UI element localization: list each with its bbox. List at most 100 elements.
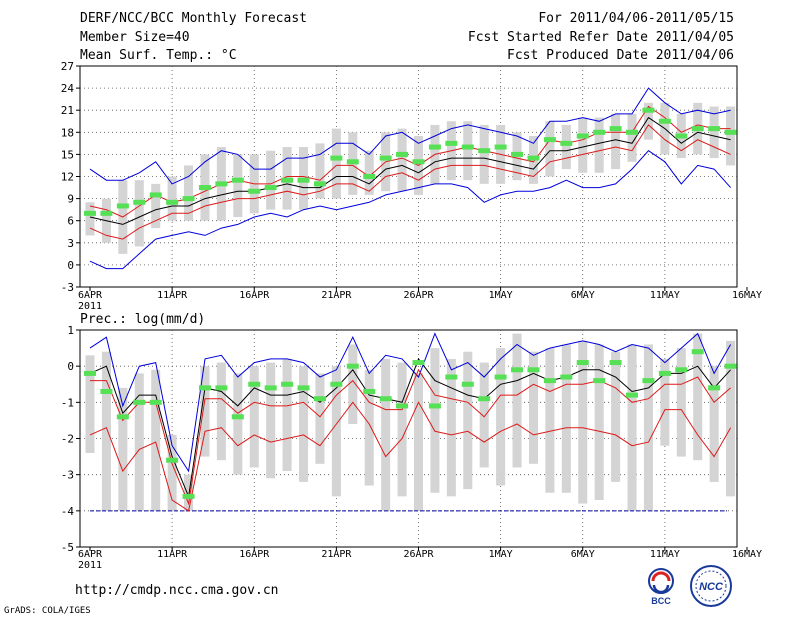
- prec-y-tick-label: -2: [61, 433, 74, 446]
- prec-median-marker: [100, 388, 113, 394]
- temp-median-marker: [281, 177, 294, 183]
- prec-spread-bar: [430, 348, 440, 493]
- prec-spread-bar: [611, 351, 621, 482]
- source-url[interactable]: http://cmdp.ncc.cma.gov.cn: [75, 583, 279, 598]
- prec-x-tick-label: 11MAY: [650, 549, 680, 560]
- temp-series-max: [89, 87, 731, 185]
- temp-median-marker: [297, 177, 310, 183]
- prec-median-marker: [166, 457, 179, 463]
- prec-spread-bar: [627, 344, 637, 511]
- prec-median-marker: [330, 381, 343, 387]
- prec-spread-bar: [660, 358, 670, 446]
- prec-median-marker: [281, 381, 294, 387]
- temp-median-marker: [116, 203, 129, 209]
- prec-spread-bar: [643, 344, 653, 511]
- prec-y-tick-label: -3: [61, 469, 74, 482]
- prec-spread-bar: [233, 373, 243, 475]
- temp-y-tick-label: 0: [67, 259, 74, 272]
- prec-y-tick-label: -5: [61, 541, 74, 554]
- member-size-label: Member Size=40: [80, 30, 190, 45]
- prec-x-tick-label: 26APR: [403, 549, 434, 560]
- prec-median-marker: [198, 385, 211, 391]
- temp-median-marker: [166, 199, 179, 205]
- prec-x-tick-label: 21APR: [321, 549, 352, 560]
- temp-median-marker: [494, 144, 507, 150]
- prec-spread-bar: [200, 366, 210, 457]
- temp-spread-bar: [578, 117, 588, 173]
- prec-x-tick-label: 16MAY: [732, 549, 762, 560]
- temp-median-marker: [708, 126, 721, 132]
- temp-spread-bar: [233, 154, 243, 218]
- temp-y-tick-label: 24: [61, 82, 75, 95]
- temp-spread-bar: [594, 117, 604, 173]
- temp-median-marker: [149, 192, 162, 198]
- prec-spread-bar: [676, 348, 686, 457]
- variable-label: Mean Surf. Temp.: °C: [80, 48, 237, 63]
- prec-spread-bar: [249, 366, 259, 468]
- temp-spread-bar: [643, 102, 653, 140]
- prec-x-tick-label: 16APR: [239, 549, 270, 560]
- prec-spread-bar: [545, 348, 555, 493]
- bcc-logo: BCC: [648, 568, 674, 606]
- temp-median-marker: [182, 196, 195, 202]
- prec-spread-bar: [561, 344, 571, 493]
- prec-median-marker: [396, 403, 409, 409]
- prec-x-year-label: 2011: [78, 560, 102, 571]
- temp-median-marker: [248, 188, 261, 194]
- temp-median-marker: [428, 144, 441, 150]
- prec-median-marker: [691, 349, 704, 355]
- temp-median-marker: [379, 155, 392, 161]
- prec-median-marker: [133, 399, 146, 405]
- temp-median-marker: [363, 174, 376, 179]
- prec-y-tick-label: -1: [61, 396, 74, 409]
- prec-spread-bar: [413, 373, 424, 511]
- temp-spread-bar: [151, 183, 161, 229]
- temp-spread-bar: [627, 113, 637, 162]
- temp-series-p25: [89, 124, 731, 240]
- prec-median-marker: [543, 378, 556, 384]
- forecast-period: For 2011/04/06-2011/05/15: [538, 11, 734, 26]
- temp-y-tick-label: 21: [61, 104, 74, 117]
- prec-median-marker: [609, 360, 622, 366]
- prec-median-marker: [363, 388, 376, 394]
- prec-spread-bar: [479, 362, 489, 468]
- temp-spread-bar: [315, 143, 325, 199]
- prec-x-tick-label: 1MAY: [489, 549, 513, 560]
- temp-x-tick-label: 11APR: [157, 290, 188, 301]
- prec-spread-bar: [496, 348, 506, 486]
- prec-median-marker: [593, 378, 606, 384]
- prec-spread-bar: [693, 333, 703, 461]
- prec-spread-bar: [578, 340, 588, 504]
- prec-spread-bar: [528, 351, 538, 464]
- temp-median-marker: [412, 159, 425, 165]
- temp-x-tick-label: 26APR: [403, 290, 434, 301]
- ncc-logo-text: NCC: [699, 581, 724, 593]
- prec-median-marker: [182, 493, 195, 499]
- prec-median-marker: [231, 414, 244, 420]
- prec-spread-bar: [134, 373, 144, 511]
- temp-spread-bar: [364, 150, 374, 195]
- temp-median-marker: [346, 159, 359, 165]
- temp-y-tick-label: 3: [67, 237, 74, 250]
- temp-median-marker: [396, 151, 409, 157]
- temp-median-marker: [626, 129, 639, 135]
- prec-spread-bar: [594, 344, 604, 500]
- prec-median-marker: [149, 399, 162, 405]
- temp-x-tick-label: 1MAY: [489, 290, 513, 301]
- temp-median-marker: [231, 177, 244, 183]
- temp-median-marker: [724, 129, 737, 135]
- prec-median-marker: [626, 392, 639, 398]
- prec-spread-bar: [184, 474, 194, 511]
- prec-spread-bar: [118, 387, 128, 511]
- temp-y-tick-label: 18: [61, 126, 74, 139]
- temp-x-tick-label: 6MAY: [571, 290, 595, 301]
- prec-series-p50: [90, 368, 731, 506]
- temp-y-tick-label: 9: [67, 193, 74, 206]
- temp-median-marker: [675, 133, 688, 139]
- grads-credit: GrADS: COLA/IGES: [4, 606, 91, 616]
- prec-spread-bar: [151, 369, 161, 511]
- temp-x-tick-label: 6APR: [78, 290, 103, 301]
- temp-median-marker: [313, 181, 326, 187]
- temp-median-marker: [576, 133, 589, 139]
